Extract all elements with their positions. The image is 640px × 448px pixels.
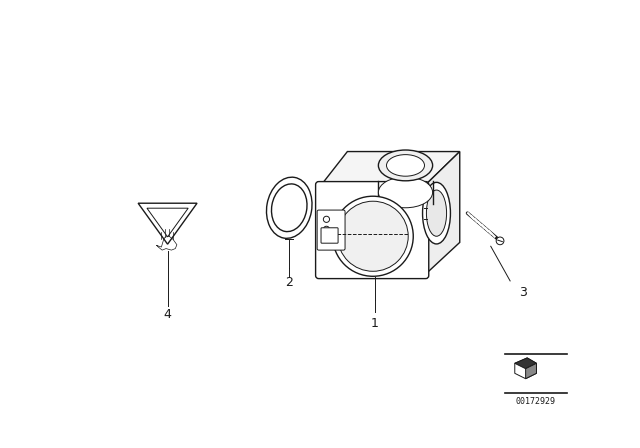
Polygon shape: [515, 358, 536, 369]
Polygon shape: [424, 151, 460, 276]
Text: 00172929: 00172929: [516, 397, 556, 406]
Polygon shape: [320, 151, 460, 186]
Ellipse shape: [378, 150, 433, 181]
Ellipse shape: [333, 196, 413, 276]
Ellipse shape: [271, 184, 307, 232]
Ellipse shape: [496, 237, 504, 245]
Ellipse shape: [426, 190, 447, 236]
Polygon shape: [515, 358, 536, 379]
Text: 4: 4: [164, 307, 172, 320]
Text: 3: 3: [520, 286, 527, 299]
Ellipse shape: [266, 177, 312, 238]
Ellipse shape: [323, 216, 330, 222]
Ellipse shape: [323, 236, 330, 242]
FancyBboxPatch shape: [321, 228, 338, 243]
Polygon shape: [525, 363, 536, 379]
Ellipse shape: [323, 226, 330, 233]
Text: 1: 1: [371, 317, 378, 330]
Polygon shape: [138, 203, 197, 244]
Ellipse shape: [338, 201, 408, 271]
Text: 2: 2: [285, 276, 293, 289]
FancyBboxPatch shape: [317, 210, 345, 250]
Ellipse shape: [387, 155, 424, 176]
Ellipse shape: [422, 182, 451, 244]
FancyBboxPatch shape: [316, 181, 429, 279]
Polygon shape: [147, 208, 188, 237]
Ellipse shape: [378, 177, 433, 208]
